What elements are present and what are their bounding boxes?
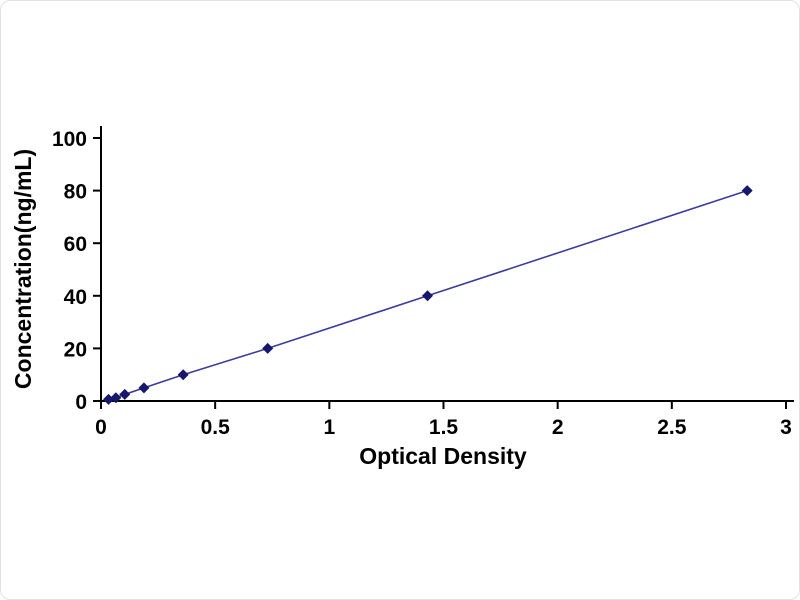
tick-marks-and-labels: 0 20 40 60 80 100 0 0.5 1 1.5 2 2.5 3: [52, 128, 792, 439]
x-tick-label: 1.5: [429, 416, 459, 439]
y-tick-label: 100: [52, 128, 87, 151]
x-tick-label: 1: [323, 416, 335, 439]
x-tick-label: 2.5: [657, 416, 687, 439]
data-point-marker: [422, 290, 434, 302]
y-axis-label: Concentration(ng/mL): [10, 149, 36, 389]
y-tick-label: 0: [75, 391, 87, 414]
data-point-marker: [138, 382, 150, 394]
x-axis-label: Optical Density: [359, 443, 527, 469]
x-tick-label: 0.5: [201, 416, 231, 439]
data-point-marker: [741, 185, 753, 197]
x-tick-label: 2: [552, 416, 564, 439]
x-tick-label: 3: [780, 416, 792, 439]
x-tick-label: 0: [95, 416, 107, 439]
data-point-marker: [177, 369, 189, 381]
data-point-marker: [119, 388, 131, 400]
data-point-marker: [110, 392, 122, 404]
y-tick-label: 20: [64, 338, 87, 361]
y-tick-label: 60: [64, 233, 87, 256]
y-tick-label: 40: [64, 286, 87, 309]
y-tick-label: 80: [64, 181, 87, 204]
data-point-marker: [103, 393, 115, 405]
data-point-marker: [262, 342, 274, 354]
data-series: [103, 185, 753, 405]
axes: [100, 126, 794, 402]
